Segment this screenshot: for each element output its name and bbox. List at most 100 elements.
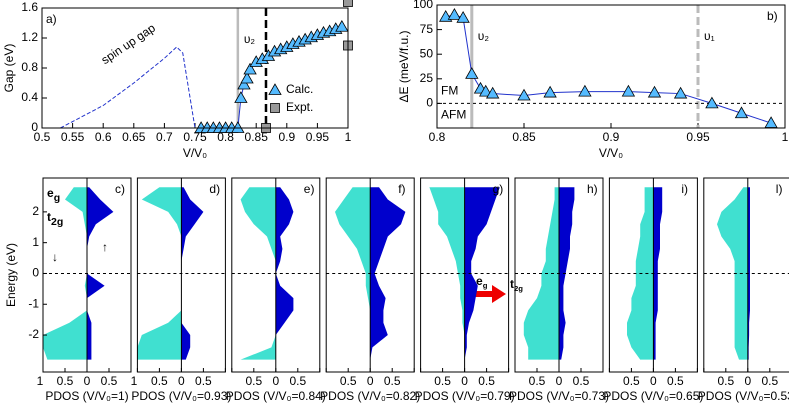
y-axis-label: ΔE (meV/f.u.) <box>397 30 411 102</box>
x-tick-label: 0.5 <box>245 374 262 388</box>
x-tick-label: 0.7 <box>156 130 173 144</box>
x-tick-label: 0.5 <box>289 374 306 388</box>
triangle-marker <box>465 67 479 79</box>
region-label: FM <box>441 84 458 98</box>
eg-area <box>559 187 575 360</box>
eg-area <box>653 187 663 360</box>
panel-label: d) <box>209 182 220 196</box>
t2g-area <box>717 187 748 360</box>
pdos-label: PDOS (V/V₀=1) <box>45 389 128 403</box>
x-tick-label: 1 <box>131 374 138 388</box>
x-tick-label: 0 <box>461 374 468 388</box>
triangle-marker <box>240 71 254 84</box>
panel-label: b) <box>767 9 778 23</box>
spin-arrow: ↑ <box>102 240 108 254</box>
triangle-marker <box>543 85 557 98</box>
triangle-marker <box>447 8 462 20</box>
x-tick-label: 0 <box>178 374 185 388</box>
eg-area <box>87 187 114 360</box>
x-tick-label: 0.5 <box>761 374 778 388</box>
y-tick-label: 0 <box>426 96 433 110</box>
y-tick-label: 100 <box>413 0 433 11</box>
spin-arrow: ↓ <box>52 250 58 264</box>
triangle-marker <box>578 84 592 97</box>
panel-label: g) <box>493 182 504 196</box>
triangle-marker <box>243 62 257 75</box>
panel-label: a) <box>46 12 57 26</box>
label-main: t <box>510 277 514 291</box>
triangle-marker <box>705 96 719 109</box>
label-main: t <box>47 210 51 224</box>
y-tick-label: 0.8 <box>21 60 38 74</box>
x-tick-label: 0.9 <box>603 130 620 144</box>
x-tick-label: 0.9 <box>278 130 295 144</box>
y-tick-label: 1.2 <box>21 30 38 44</box>
panel-frame <box>42 177 132 373</box>
panel-label: h) <box>587 182 598 196</box>
series-label: t2g <box>510 277 523 293</box>
panel-label: e) <box>304 182 315 196</box>
t2g-area <box>429 187 465 360</box>
series-label: eg <box>47 186 60 204</box>
triangle-marker <box>335 19 349 32</box>
panel-label: f) <box>398 182 405 196</box>
x-tick-label: 0.5 <box>384 374 401 388</box>
y-axis-label: Energy (eV) <box>4 243 18 307</box>
y-tick-label: 1 <box>32 235 39 249</box>
x-tick-label: 0.8 <box>429 130 446 144</box>
panel-label: i) <box>681 182 688 196</box>
pdos-label: PDOS (V/V₀=0.93) <box>131 389 231 403</box>
pdos-label: PDOS (V/V₀=0.65) <box>603 389 703 403</box>
x-tick-label: 0.5 <box>478 374 495 388</box>
arrow <box>466 285 506 303</box>
x-tick-label: 0.6 <box>95 130 112 144</box>
x-tick-label: 0.5 <box>717 374 734 388</box>
x-tick-label: 0.85 <box>512 130 536 144</box>
triangle-marker <box>764 116 778 128</box>
x-tick-label: 0 <box>272 374 279 388</box>
label-sub: 2g <box>514 284 523 293</box>
triangle-marker <box>479 84 493 97</box>
x-axis-label: V/V₀ <box>183 146 207 160</box>
label-sub: 2g <box>51 216 63 228</box>
y-tick-label: 2 <box>32 204 39 218</box>
triangle-marker <box>647 85 662 98</box>
v-line-label: υ₂ <box>478 29 490 43</box>
x-tick-label: 0.5 <box>623 374 640 388</box>
triangle-marker <box>237 77 251 90</box>
triangle-marker <box>673 86 688 99</box>
series-label: t2g <box>47 210 63 228</box>
pdos-label: PDOS (V/V₀=0.79) <box>415 389 515 403</box>
x-tick-label: 0.5 <box>57 374 74 388</box>
plot-frame <box>436 4 786 129</box>
panel-frame <box>703 177 789 373</box>
x-tick-label: 1 <box>782 130 789 144</box>
y-axis-label: Gap (eV) <box>2 44 16 93</box>
x-tick-label: 0 <box>367 374 374 388</box>
x-tick-label: 0.5 <box>434 374 451 388</box>
pdos-label: PDOS (V/V₀=0.53) <box>698 389 789 403</box>
y-tick-label: 25 <box>420 71 434 85</box>
x-tick-label: 0.95 <box>686 130 710 144</box>
series-line <box>445 14 772 124</box>
x-tick-label: 1 <box>345 130 352 144</box>
x-tick-label: 0.5 <box>529 374 546 388</box>
panel-label: l) <box>776 182 783 196</box>
y-tick-label: -1 <box>28 296 39 310</box>
legend-marker <box>268 83 282 95</box>
legend-marker <box>270 103 280 113</box>
v-line-label: υ₁ <box>704 29 715 43</box>
x-tick-label: 0 <box>744 374 751 388</box>
x-tick-label: 0.5 <box>340 374 357 388</box>
x-tick-label: 0.75 <box>183 130 207 144</box>
triangle-marker <box>621 84 636 97</box>
x-tick-label: 0.5 <box>101 374 118 388</box>
t2g-area <box>137 187 182 360</box>
region-label: AFM <box>441 108 466 122</box>
x-tick-label: 1 <box>37 374 44 388</box>
t2g-area <box>335 187 371 360</box>
eg-area <box>370 187 406 360</box>
eg-area <box>464 187 500 360</box>
y-tick-label: 0 <box>31 120 38 134</box>
